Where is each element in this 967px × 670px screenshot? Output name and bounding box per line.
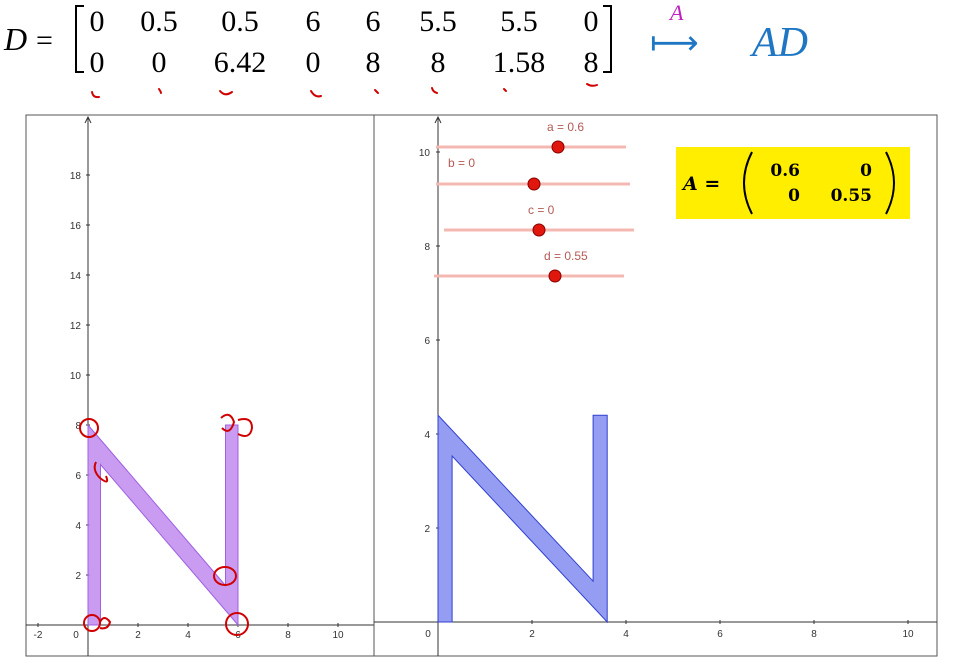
- matrix-d-entry: 0.5: [140, 5, 178, 38]
- matrix-a-background: [676, 147, 910, 219]
- matrix-a-r2c1: 0: [788, 186, 800, 206]
- matrix-a-box: A = 0.6 0 0 0.55: [676, 147, 910, 219]
- matrix-a-r1c2: 0: [860, 161, 872, 181]
- column-tick-marks: [91, 83, 598, 99]
- left-y-tick-label: 8: [75, 421, 81, 432]
- left-graph-panel[interactable]: -2 0 2 4 6 8 10 2 4 6 8 10 12 14 16 18: [25, 114, 375, 657]
- left-x-tick-label: -2: [34, 630, 43, 641]
- matrix-right-bracket: [603, 5, 612, 73]
- right-y-tick-label: 10: [419, 148, 431, 159]
- slider-d-label: d = 0.55: [544, 249, 588, 263]
- left-y-ticks: 2 4 6 8 10 12 14 16 18: [70, 171, 90, 582]
- slider-c-knob[interactable]: [532, 223, 546, 237]
- slider-a[interactable]: a = 0.6: [436, 120, 626, 154]
- equation-lhs: D: [3, 21, 27, 57]
- matrix-d-entry: 8: [366, 46, 381, 79]
- left-y-tick-label: 2: [75, 571, 81, 582]
- slider-b-label: b = 0: [448, 156, 475, 170]
- left-x-tick-label: 4: [185, 630, 191, 641]
- equation-bar: D = 0 0.5 0.5 6 6 5.5 5.5 0 0 0 6.42 0 8 8 1.58 8 A ⟼ A…: [3, 0, 808, 99]
- left-y-tick-label: 6: [75, 471, 81, 482]
- left-x-tick-label: 0: [73, 630, 79, 641]
- right-x-tick-label: 4: [623, 629, 629, 640]
- left-y-tick-label: 18: [70, 171, 82, 182]
- matrix-d-entry: 8: [584, 46, 599, 79]
- matrix-d-entry: 6: [306, 5, 321, 38]
- vertex-annotations: [79, 413, 254, 636]
- slider-d-knob[interactable]: [548, 269, 562, 283]
- right-y-tick-label: 4: [424, 430, 430, 441]
- matrix-d-entry: 1.58: [493, 46, 546, 79]
- matrix-d-entry: 0: [584, 5, 599, 38]
- right-y-tick-label: 8: [424, 242, 430, 253]
- left-x-tick-label: 2: [135, 630, 141, 641]
- right-x-tick-label: 0: [425, 629, 431, 640]
- right-y-axis-arrow-icon: [434, 115, 442, 124]
- matrix-d-entry: 5.5: [419, 5, 457, 38]
- left-y-tick-label: 10: [70, 371, 82, 382]
- slider-c[interactable]: c = 0: [444, 203, 634, 237]
- right-graph-panel[interactable]: 0 2 4 6 8 10 2 4 6 8 10 a = 0.6 b = 0 c = 0 d = 0…: [373, 114, 938, 657]
- slider-a-knob[interactable]: [551, 140, 565, 154]
- equation-result: AD: [749, 20, 808, 66]
- matrix-d-entry: 0: [90, 5, 105, 38]
- slider-b[interactable]: b = 0: [436, 156, 630, 191]
- left-y-axis-arrow-icon: [84, 115, 92, 124]
- matrix-a-left-paren: [743, 151, 753, 215]
- right-x-tick-label: 2: [529, 629, 535, 640]
- matrix-d-entry: 6: [366, 5, 381, 38]
- slider-b-knob[interactable]: [527, 177, 541, 191]
- matrix-d-entry: 0: [306, 46, 321, 79]
- matrix-a-r2c2: 0.55: [831, 186, 872, 206]
- slider-c-label: c = 0: [528, 203, 555, 217]
- map-arrow: ⟼: [650, 25, 699, 62]
- matrix-d-entry: 6.42: [214, 46, 267, 79]
- right-y-tick-label: 6: [424, 336, 430, 347]
- slider-d[interactable]: d = 0.55: [434, 249, 624, 283]
- letter-n-original: [87, 423, 239, 627]
- left-y-tick-label: 14: [70, 271, 82, 282]
- letter-n-transformed: [437, 413, 608, 624]
- matrix-d-entry: 8: [431, 46, 446, 79]
- matrix-a-r1c1: 0.6: [770, 161, 800, 181]
- right-x-tick-label: 8: [811, 629, 817, 640]
- slider-a-label: a = 0.6: [547, 120, 584, 134]
- map-label: A: [668, 0, 684, 25]
- right-y-tick-label: 2: [424, 524, 430, 535]
- left-y-tick-label: 4: [75, 521, 81, 532]
- matrix-a-label: A =: [681, 173, 720, 195]
- left-y-tick-label: 16: [70, 221, 82, 232]
- right-x-tick-label: 10: [902, 629, 914, 640]
- matrix-left-bracket: [75, 5, 84, 73]
- left-x-tick-label: 8: [285, 630, 291, 641]
- matrix-d: 0 0.5 0.5 6 6 5.5 5.5 0 0 0 6.42 0 8 8 1.58 8: [90, 5, 599, 79]
- matrix-d-entry: 0.5: [221, 5, 259, 38]
- right-x-tick-label: 6: [717, 629, 723, 640]
- left-x-tick-label: 10: [332, 630, 344, 641]
- matrix-d-entry: 5.5: [500, 5, 538, 38]
- matrix-d-entry: 0: [152, 46, 167, 79]
- equation-equals: =: [36, 24, 53, 57]
- matrix-a-right-paren: [885, 151, 895, 215]
- left-y-tick-label: 12: [70, 321, 82, 332]
- matrix-d-entry: 0: [90, 46, 105, 79]
